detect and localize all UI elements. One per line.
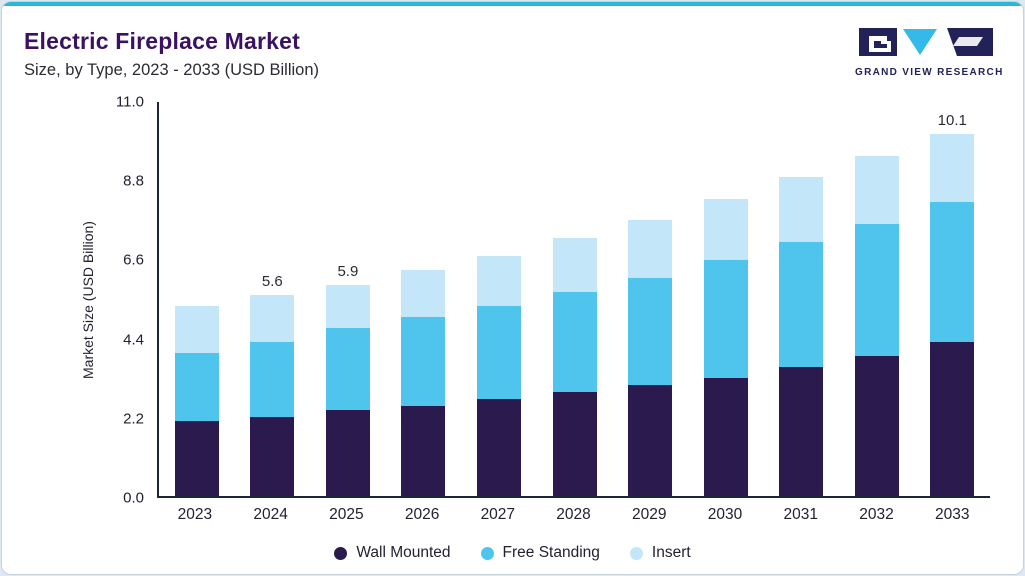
x-tick-label-2023: 2023 [177,506,213,523]
bar-segment-free-standing-2026 [401,316,446,407]
y-tick-label: 11.0 [115,93,144,111]
legend-label: Insert [651,544,691,561]
bar-segment-free-standing-2024 [250,342,295,418]
bar-segment-free-standing-2030 [703,259,748,378]
bar-column-2033: 10.1 [914,102,990,496]
bar-segment-wall-mounted-2030 [703,377,748,496]
bar-segment-free-standing-2025 [325,327,370,411]
bar-segment-wall-mounted-2024 [250,417,295,496]
bar-segment-free-standing-2023 [174,352,219,421]
y-axis-title: Market Size (USD Billion) [80,221,96,379]
x-tick-label-2027: 2027 [480,506,516,523]
x-tick-label-2028: 2028 [556,506,591,523]
legend-swatch-icon [334,546,348,560]
bar-segment-wall-mounted-2026 [401,406,446,496]
bar-segment-wall-mounted-2032 [854,356,899,496]
x-tick-label-2032: 2032 [859,506,894,523]
page-subtitle: Size, by Type, 2023 - 2033 (USD Billion) [24,61,320,79]
top-accent-line [2,2,1023,6]
legend-label: Wall Mounted [356,544,451,561]
x-tick-label-2025: 2025 [329,506,364,523]
bar-segment-wall-mounted-2023 [174,420,219,496]
bar-column-2031 [763,102,839,496]
x-tick-label-2033: 2033 [934,506,970,523]
bar-segment-insert-2029 [628,220,673,278]
page-title: Electric Fireplace Market [24,28,301,54]
x-tick-label-2031: 2031 [783,506,818,523]
y-tick-label: 6.6 [123,251,144,269]
y-tick-label: 2.2 [123,410,144,428]
bar-segment-wall-mounted-2029 [628,384,673,496]
bar-segment-insert-2028 [552,238,597,292]
bar-segment-wall-mounted-2025 [325,410,370,496]
chart-legend: Wall Mounted Free Standing Insert [2,544,1023,562]
plot-area: 5.6 5.9 10.1 [157,102,990,498]
bar-column-2032 [839,102,915,496]
legend-swatch-icon [480,546,494,560]
bar-column-2029 [612,102,688,496]
y-tick-label: 4.4 [123,331,144,349]
x-tick-label-2029: 2029 [632,506,667,523]
bar-segment-free-standing-2033 [930,202,975,342]
logo-mark-icon [859,28,993,56]
legend-swatch-icon [629,546,643,560]
bar-segment-wall-mounted-2031 [779,367,824,496]
bar-segment-free-standing-2029 [628,277,673,385]
x-tick-label-2030: 2030 [707,506,743,523]
bar-segment-free-standing-2028 [552,291,597,393]
y-tick-label: 8.8 [123,172,144,190]
grand-view-research-logo: GRAND VIEW RESEARCH [855,28,1004,78]
legend-item-insert: Insert [629,544,691,562]
bar-segment-insert-2030 [703,198,748,260]
y-axis-ticks: 0.0 2.2 4.4 6.6 8.8 11.0 [98,94,152,507]
x-axis-ticks: 2023 2024 2025 2026 2027 2028 2029 2030 2031 2032… [157,506,990,524]
bar-segment-insert-2023 [174,306,219,353]
bar-segment-insert-2025 [325,284,370,328]
x-tick-label-2024: 2024 [253,506,288,523]
bar-column-2026 [386,102,462,496]
x-tick-label-2026: 2026 [404,506,440,523]
legend-label: Free Standing [502,544,600,561]
bar-segment-insert-2031 [779,177,824,242]
legend-item-wall-mounted: Wall Mounted [334,544,451,562]
bar-column-2030 [688,102,764,496]
logo-text: GRAND VIEW RESEARCH [855,67,1004,78]
chart-header: Electric Fireplace Market Size, by Type,… [24,28,319,80]
bar-column-2024: 5.6 [235,102,311,496]
bar-column-2028 [537,102,613,496]
bar-total-label-2025: 5.9 [337,262,359,280]
bar-segment-insert-2024 [250,295,295,342]
bar-segment-wall-mounted-2028 [552,392,597,496]
y-tick-label: 0.0 [123,489,144,507]
bar-segment-insert-2033 [930,134,975,203]
bar-column-2023 [159,102,235,496]
bar-column-2027 [461,102,537,496]
bar-segment-insert-2032 [854,155,899,224]
bar-segment-insert-2027 [476,256,521,307]
bar-column-2025: 5.9 [310,102,386,496]
bar-segment-wall-mounted-2027 [476,399,521,496]
bar-segment-wall-mounted-2033 [930,341,975,496]
legend-item-free-standing: Free Standing [480,544,600,562]
bar-segment-free-standing-2027 [476,306,521,400]
bar-total-label-2033: 10.1 [937,112,967,130]
bar-segment-free-standing-2032 [854,223,899,357]
bar-total-label-2024: 5.6 [261,273,283,291]
bar-segment-free-standing-2031 [779,241,824,368]
bar-segment-insert-2026 [401,270,446,317]
